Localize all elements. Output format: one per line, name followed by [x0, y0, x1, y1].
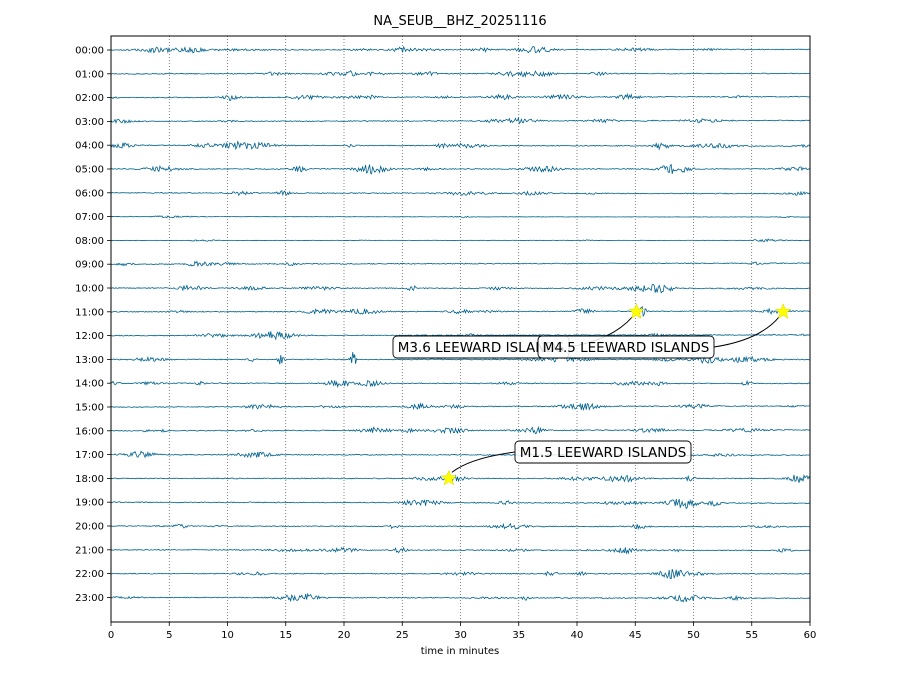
y-tick-label: 14:00 [75, 379, 104, 390]
trace-row [110, 70, 811, 78]
annotation-box [514, 440, 692, 464]
x-tick-label: 5 [166, 630, 172, 641]
trace-row [110, 498, 811, 510]
annotation-label: M3.6 LEEWARD ISLANDS [398, 340, 565, 356]
y-tick-label: 10:00 [75, 284, 104, 295]
x-axis-label: time in minutes [421, 646, 500, 657]
trace-row [110, 473, 811, 483]
event-star-marker [628, 303, 645, 319]
annotation-box [537, 335, 715, 359]
trace-row [110, 215, 811, 219]
chart-title: NA_SEUB__BHZ_20251116 [373, 14, 546, 29]
y-tick-label: 03:00 [75, 117, 104, 128]
x-tick-label: 55 [745, 630, 758, 641]
trace-row [110, 331, 811, 341]
x-tick-label: 15 [279, 630, 292, 641]
x-tick-label: 25 [396, 630, 409, 641]
trace-row [110, 163, 811, 175]
x-tick-label: 60 [804, 630, 817, 641]
x-tick-label: 45 [629, 630, 642, 641]
x-tick-label: 10 [221, 630, 234, 641]
x-tick-label: 30 [454, 630, 467, 641]
trace-row [110, 284, 811, 294]
y-tick-label: 16:00 [75, 426, 104, 437]
y-tick-label: 09:00 [75, 260, 104, 271]
trace-row [110, 305, 811, 318]
annotation-label: M4.5 LEEWARD ISLANDS [543, 340, 710, 356]
trace-row [110, 116, 811, 125]
y-tick-label: 18:00 [75, 474, 104, 485]
trace-row [110, 546, 811, 555]
y-tick-label: 01:00 [75, 69, 104, 80]
annotation-label: M1.5 LEEWARD ISLANDS [520, 445, 687, 461]
y-tick-label: 00:00 [75, 46, 104, 57]
y-tick-label: 12:00 [75, 331, 104, 342]
y-tick-label: 05:00 [75, 165, 104, 176]
annotation-connector [713, 316, 780, 348]
x-axis: 0 5 10 15 20 25 30 35 40 45 50 55 60 [108, 622, 817, 641]
traces [110, 45, 811, 603]
trace-row [110, 92, 811, 101]
y-tick-label: 15:00 [75, 403, 104, 414]
x-tick-label: 0 [108, 630, 114, 641]
trace-row [110, 45, 811, 54]
trace-row [110, 450, 811, 459]
x-tick-label: 50 [687, 630, 700, 641]
trace-row [110, 190, 811, 197]
y-axis: 00:00 01:00 02:00 03:00 04:00 05:00 06:00 07:00… [75, 46, 111, 604]
trace-row [110, 592, 811, 603]
y-tick-label: 13:00 [75, 355, 104, 366]
trace-row [110, 425, 811, 435]
x-tick-label: 35 [512, 630, 525, 641]
y-tick-label: 23:00 [75, 593, 104, 604]
trace-row [110, 352, 811, 365]
trace-row [110, 569, 811, 579]
grid-lines [168, 36, 753, 622]
y-tick-label: 19:00 [75, 498, 104, 509]
y-tick-label: 04:00 [75, 141, 104, 152]
trace-row [110, 260, 811, 268]
y-tick-label: 02:00 [75, 93, 104, 104]
y-tick-label: 20:00 [75, 522, 104, 533]
y-tick-label: 07:00 [75, 212, 104, 223]
y-tick-label: 11:00 [75, 307, 104, 318]
trace-row [110, 379, 811, 389]
trace-row [110, 402, 811, 412]
x-tick-label: 20 [338, 630, 351, 641]
y-tick-label: 22:00 [75, 569, 104, 580]
event-star-marker [774, 303, 792, 319]
y-tick-label: 06:00 [75, 188, 104, 199]
y-tick-label: 08:00 [75, 236, 104, 247]
event-star-marker [440, 469, 458, 486]
x-tick-label: 40 [571, 630, 584, 641]
y-tick-label: 17:00 [75, 450, 104, 461]
annotation-connector [451, 451, 516, 473]
y-tick-label: 21:00 [75, 545, 104, 556]
trace-row [110, 140, 811, 151]
trace-row [110, 238, 811, 243]
event-markers [440, 303, 792, 486]
trace-row [110, 522, 811, 531]
